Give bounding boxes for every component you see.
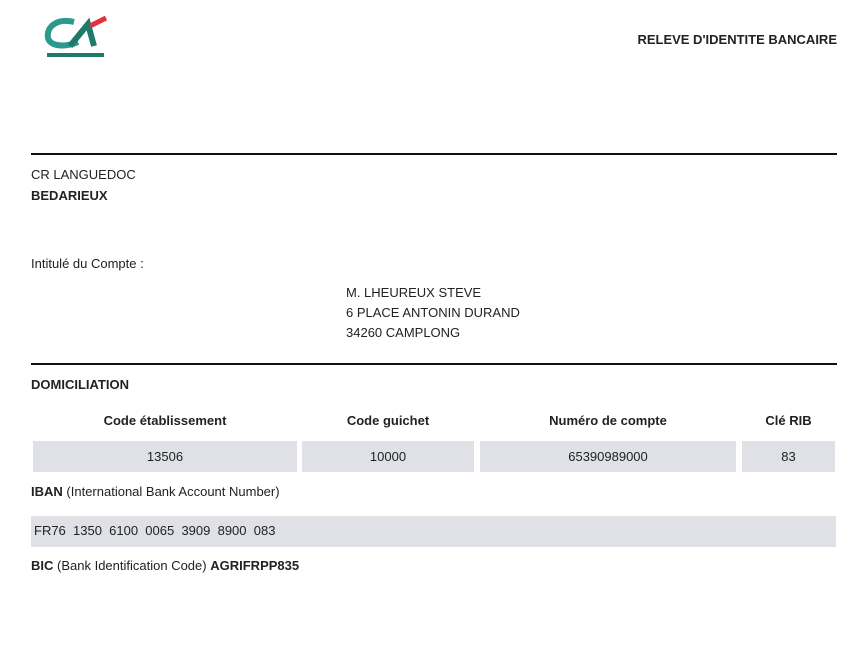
- divider: [31, 153, 837, 155]
- code-guichet-value: 10000: [302, 441, 474, 472]
- bic-description: (Bank Identification Code): [57, 558, 207, 573]
- header-code-etablissement: Code établissement: [103, 413, 227, 428]
- iban-label-bold: IBAN: [31, 484, 63, 499]
- bic-value: AGRIFRPP835: [210, 558, 300, 573]
- domiciliation-title: DOMICILIATION: [31, 377, 129, 392]
- bank-name: CR LANGUEDOC: [31, 167, 136, 182]
- iban-value: FR76 1350 6100 0065 3909 8900 083: [34, 523, 276, 538]
- cle-rib-value: 83: [742, 441, 835, 472]
- branch-name: BEDARIEUX: [31, 188, 108, 203]
- holder-address-line1: 6 PLACE ANTONIN DURAND: [346, 305, 520, 320]
- holder-name: M. LHEUREUX STEVE: [346, 285, 482, 300]
- bic-label: BIC: [31, 558, 54, 573]
- account-title-label: Intitulé du Compte :: [31, 256, 144, 271]
- document-title: RELEVE D'IDENTITE BANCAIRE: [637, 32, 837, 47]
- bic-line: BIC (Bank Identification Code) AGRIFRPP8…: [31, 558, 299, 573]
- divider: [31, 363, 837, 365]
- holder-address-line2: 34260 CAMPLONG: [346, 325, 461, 340]
- code-etablissement-value: 13506: [33, 441, 297, 472]
- header-code-guichet: Code guichet: [346, 413, 430, 428]
- numero-compte-value: 65390989000: [480, 441, 736, 472]
- credit-agricole-logo: [44, 16, 108, 57]
- header-numero-compte: Numéro de compte: [549, 413, 667, 428]
- iban-box: FR76 1350 6100 0065 3909 8900 083: [31, 516, 836, 547]
- iban-label: IBAN (International Bank Account Number): [31, 484, 280, 499]
- header-cle-rib: Clé RIB: [765, 413, 812, 428]
- iban-description: (International Bank Account Number): [66, 484, 280, 499]
